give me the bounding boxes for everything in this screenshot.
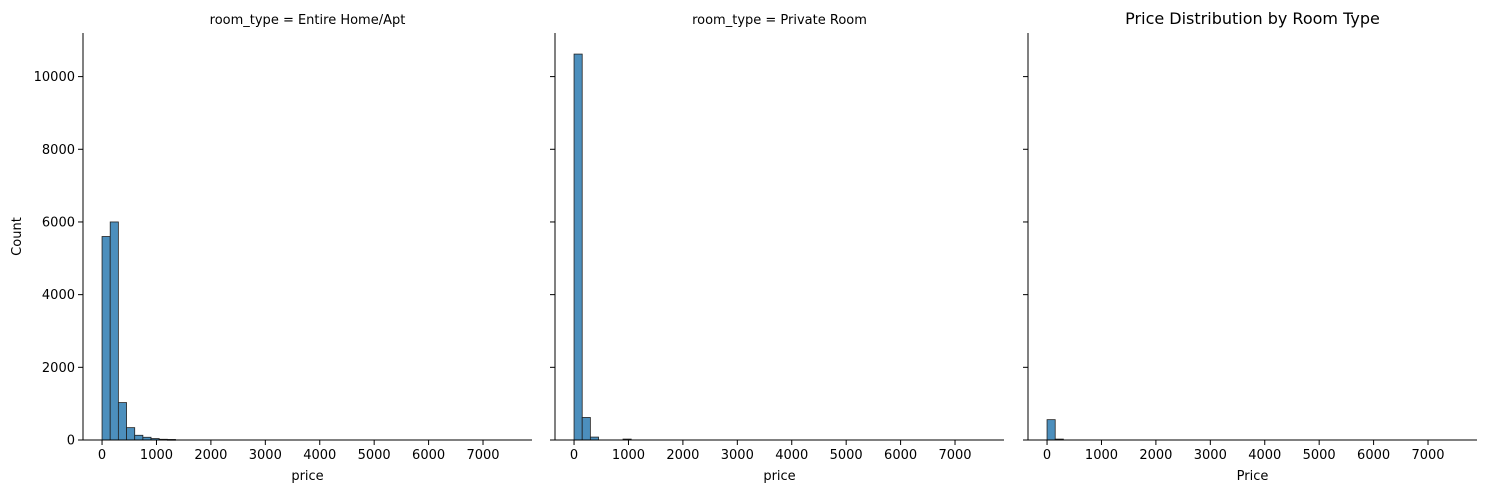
y-tick-label: 4000 xyxy=(42,288,75,303)
x-tick-label: 4000 xyxy=(775,448,808,463)
histogram-bar xyxy=(126,427,136,441)
x-tick-label: 1000 xyxy=(1085,448,1118,463)
x-tick-label: 3000 xyxy=(1194,448,1227,463)
x-tick-label: 1000 xyxy=(612,448,645,463)
x-tick-label: 4000 xyxy=(1248,448,1281,463)
x-tick-label: 2000 xyxy=(666,448,699,463)
x-tick-label: 2000 xyxy=(1139,448,1172,463)
facet-panel-2: 0 1000 2000 3000 4000 5000 6000 7000 price room_t… xyxy=(550,13,1004,484)
facet-panel-1: 0 1000 2000 3000 4000 5000 6000 7000 0 2000 4000 60… xyxy=(10,13,532,484)
y-tick-label: 6000 xyxy=(42,215,75,230)
x-axis-label: price xyxy=(763,469,795,484)
x-tick-label: 6000 xyxy=(1357,448,1390,463)
x-tick-label: 3000 xyxy=(249,448,282,463)
x-tick-label: 0 xyxy=(98,448,106,463)
y-tick-label: 10000 xyxy=(34,70,75,85)
y-tick-label: 0 xyxy=(67,434,75,449)
facet-panel-3: 0 1000 2000 3000 4000 5000 6000 7000 Price xyxy=(1023,33,1477,484)
x-tick-label: 6000 xyxy=(412,448,445,463)
x-tick-label: 5000 xyxy=(830,448,863,463)
histogram-bar xyxy=(117,402,127,441)
facet-title: room_type = Entire Home/Apt xyxy=(210,13,406,28)
histogram-bar xyxy=(101,236,111,441)
x-axis-label: Price xyxy=(1237,469,1269,484)
x-tick-label: 0 xyxy=(570,448,578,463)
x-tick-label: 3000 xyxy=(721,448,754,463)
x-axis-label: price xyxy=(291,469,323,484)
x-tick-label: 5000 xyxy=(1303,448,1336,463)
x-tick-label: 4000 xyxy=(303,448,336,463)
histogram-bar xyxy=(1046,419,1056,441)
x-tick-label: 7000 xyxy=(466,448,499,463)
x-tick-label: 6000 xyxy=(884,448,917,463)
chart-title: Price Distribution by Room Type xyxy=(1125,9,1380,28)
x-tick-label: 1000 xyxy=(140,448,173,463)
y-axis-label: Count xyxy=(10,217,25,256)
y-tick-label: 2000 xyxy=(42,361,75,376)
x-tick-label: 2000 xyxy=(194,448,227,463)
x-tick-label: 0 xyxy=(1043,448,1051,463)
histogram-bar xyxy=(109,221,119,441)
x-tick-label: 5000 xyxy=(358,448,391,463)
x-tick-label: 7000 xyxy=(938,448,971,463)
y-tick-label: 8000 xyxy=(42,143,75,158)
histogram-bar xyxy=(581,417,591,441)
x-tick-label: 7000 xyxy=(1411,448,1444,463)
histogram-bar xyxy=(573,53,583,441)
histogram-bar xyxy=(134,434,144,441)
facet-title: room_type = Private Room xyxy=(692,13,867,28)
